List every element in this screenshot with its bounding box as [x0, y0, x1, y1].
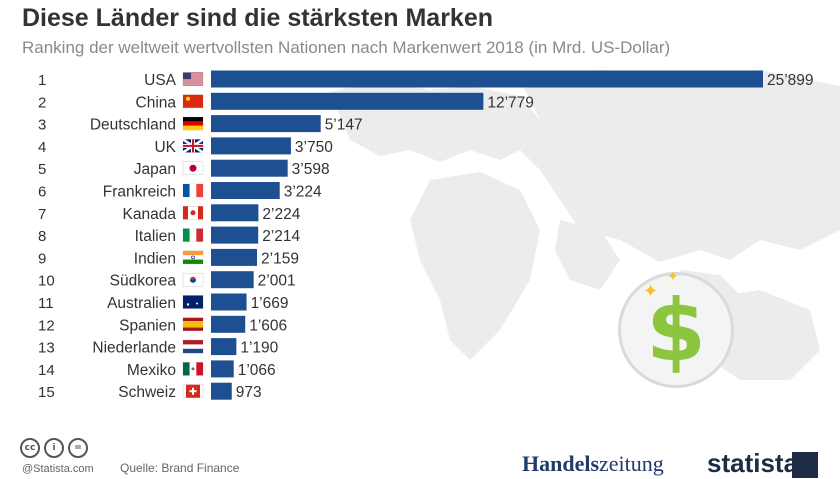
bar [211, 382, 232, 400]
chart-subtitle: Ranking der weltweit wertvollsten Nation… [22, 38, 671, 57]
category-label: USA [144, 72, 177, 89]
flag-au-icon [182, 295, 204, 309]
rank-label: 14 [38, 362, 55, 379]
value-label: 3’598 [292, 161, 330, 178]
rank-label: 10 [38, 273, 55, 290]
rank-label: 12 [38, 317, 55, 334]
bar [211, 204, 259, 222]
rank-label: 1 [38, 72, 46, 89]
value-label: 1’066 [238, 362, 276, 379]
bar-chart: 1 USA 25’899 2 China 12’779 3 Deutschland 5’147 4… [38, 70, 814, 401]
bar [211, 115, 321, 133]
rank-label: 8 [38, 228, 46, 245]
category-label: Schweiz [118, 384, 176, 401]
flag-ca-icon [182, 206, 204, 220]
flag-kr-icon [182, 272, 204, 287]
category-label: Südkorea [110, 273, 177, 290]
sparkle-icon: ✦ [667, 269, 679, 285]
cc-icon[interactable]: cc [20, 438, 40, 458]
rank-label: 2 [38, 94, 46, 111]
value-label: 5’147 [325, 117, 363, 134]
rank-label: 9 [38, 250, 46, 267]
rank-label: 3 [38, 117, 46, 134]
statista-credit[interactable]: @Statista.com [22, 463, 94, 475]
flag-de-icon [182, 116, 204, 131]
flag-es-icon [182, 317, 204, 332]
value-label: 3’750 [295, 139, 333, 156]
nd-icon[interactable]: = [68, 438, 88, 458]
value-label: 2’001 [258, 273, 296, 290]
bar [211, 360, 234, 378]
category-label: China [136, 94, 177, 111]
category-label: Niederlande [92, 340, 176, 357]
flag-mx-icon [182, 362, 204, 376]
sparkle-icon: ✦ [643, 281, 659, 302]
handelszeitung-logo: Handelszeitung [522, 451, 664, 476]
bar [211, 137, 291, 155]
flag-jp-icon [182, 161, 204, 175]
category-label: UK [154, 139, 176, 156]
value-label: 1’606 [249, 317, 287, 334]
rank-label: 7 [38, 206, 46, 223]
flag-gb-icon [182, 138, 204, 154]
flag-cn-icon [182, 94, 204, 109]
bar [211, 315, 246, 333]
bar [211, 159, 288, 177]
category-label: Kanada [123, 206, 177, 223]
bar [211, 293, 247, 311]
bar [211, 271, 254, 289]
flag-us-icon [182, 72, 204, 86]
value-label: 12’779 [487, 94, 534, 111]
category-label: Italien [135, 228, 176, 245]
bar [211, 70, 763, 88]
bar [211, 226, 259, 244]
flag-nl-icon [182, 339, 204, 354]
license-icons: cc i = [20, 438, 88, 458]
flag-in-icon [182, 250, 204, 265]
category-label: Indien [134, 250, 176, 267]
bar [211, 338, 237, 356]
value-label: 25’899 [767, 72, 814, 89]
rank-label: 4 [38, 139, 46, 156]
value-label: 1’669 [251, 295, 289, 312]
dollar-sign-icon: $ [646, 281, 706, 381]
statista-logo: statista [707, 448, 799, 478]
rank-label: 13 [38, 340, 55, 357]
flag-it-icon [182, 228, 204, 242]
rank-label: 11 [38, 295, 54, 312]
value-label: 1’190 [240, 340, 278, 357]
value-label: 2’214 [262, 228, 300, 245]
value-label: 2’224 [262, 206, 300, 223]
category-label: Mexiko [127, 362, 176, 379]
bar [211, 182, 280, 199]
rank-label: 6 [38, 184, 46, 201]
statista-logo-mark [792, 452, 818, 478]
category-label: Frankreich [103, 184, 176, 201]
category-label: Spanien [119, 317, 176, 334]
category-label: Japan [134, 161, 176, 178]
category-label: Deutschland [90, 117, 176, 134]
value-label: 3’224 [284, 184, 322, 201]
by-icon[interactable]: i [44, 438, 64, 458]
category-label: Australien [107, 295, 176, 312]
value-label: 973 [236, 384, 262, 401]
bar [211, 92, 484, 110]
source-note: Quelle: Brand Finance [120, 461, 240, 475]
flag-ch-icon [182, 384, 204, 398]
chart-title: Diese Länder sind die stärksten Marken [22, 4, 494, 32]
bar [211, 248, 258, 266]
value-label: 2’159 [261, 250, 299, 267]
flag-fr-icon [182, 183, 204, 198]
rank-label: 5 [38, 161, 46, 178]
rank-label: 15 [38, 384, 55, 401]
dollar-illustration: $ ✦ ✦ [618, 269, 734, 388]
